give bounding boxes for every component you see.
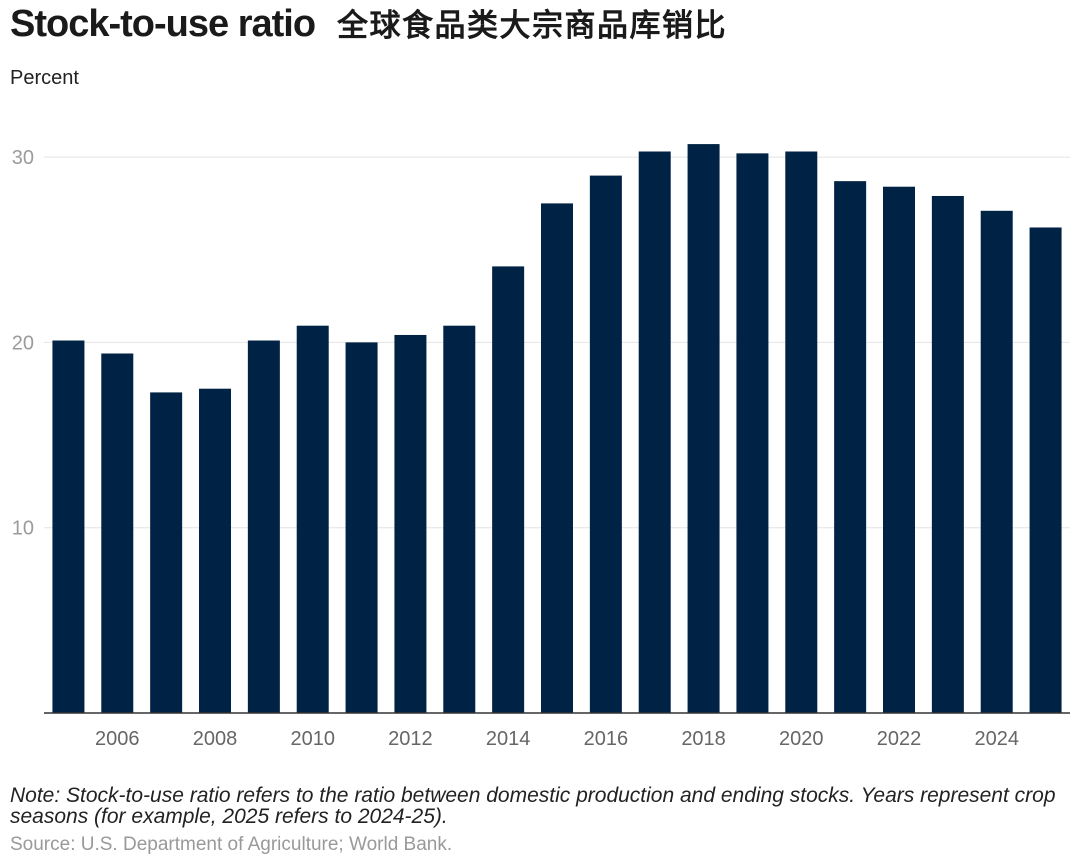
- x-tick-label-2012: 2012: [388, 728, 433, 750]
- bar-2017: [638, 151, 671, 714]
- bar-2005: [52, 340, 85, 713]
- bar-2016: [589, 175, 622, 713]
- x-tick-label-2018: 2018: [681, 728, 726, 750]
- bar-2010: [296, 325, 329, 713]
- x-tick-label-2006: 2006: [95, 728, 140, 750]
- y-axis-unit-label: Percent: [10, 67, 79, 89]
- bar-2008: [198, 388, 232, 713]
- bars: [52, 144, 1062, 714]
- bar-2014: [492, 266, 525, 713]
- bar-2019: [736, 153, 769, 713]
- bar-2025: [1029, 227, 1062, 713]
- bar-2020: [785, 151, 818, 714]
- bar-2006: [101, 353, 134, 713]
- x-tick-label-2024: 2024: [974, 728, 1019, 750]
- y-tick-label-10: 10: [12, 518, 34, 540]
- chart-note: Note: Stock-to-use ratio refers to the r…: [10, 784, 1056, 828]
- x-tick-label-2016: 2016: [584, 728, 629, 750]
- bar-2011: [345, 342, 378, 713]
- x-tick-label-2014: 2014: [486, 728, 531, 750]
- chart-title-chinese: 全球食品类大宗商品库销比: [337, 8, 728, 43]
- bar-2023: [931, 195, 964, 713]
- bar-2024: [980, 210, 1013, 713]
- x-tick-label-2010: 2010: [290, 728, 335, 750]
- bar-2009: [247, 340, 280, 713]
- y-tick-labels: 10 20 30: [12, 147, 34, 540]
- bar-2012: [394, 334, 427, 713]
- x-tick-labels: 2006 2008 2010 2012 2014 2016 2018 2020 2022 2024: [95, 728, 1019, 750]
- bar-2022: [882, 186, 916, 713]
- bar-2018: [687, 144, 720, 713]
- y-tick-label-30: 30: [12, 147, 34, 169]
- chart-source: Source: U.S. Department of Agriculture; …: [10, 834, 453, 855]
- bar-2015: [540, 203, 574, 713]
- chart-title: Stock-to-use ratio 全球食品类大宗商品库销比: [10, 2, 727, 46]
- chart-title-english: Stock-to-use ratio: [10, 3, 316, 45]
- bar-2007: [150, 392, 183, 713]
- x-tick-label-2020: 2020: [779, 728, 824, 750]
- x-tick-label-2008: 2008: [193, 728, 238, 750]
- bar-2021: [834, 181, 867, 713]
- x-tick-label-2022: 2022: [877, 728, 922, 750]
- bar-2013: [443, 325, 476, 713]
- y-tick-label-20: 20: [12, 332, 34, 354]
